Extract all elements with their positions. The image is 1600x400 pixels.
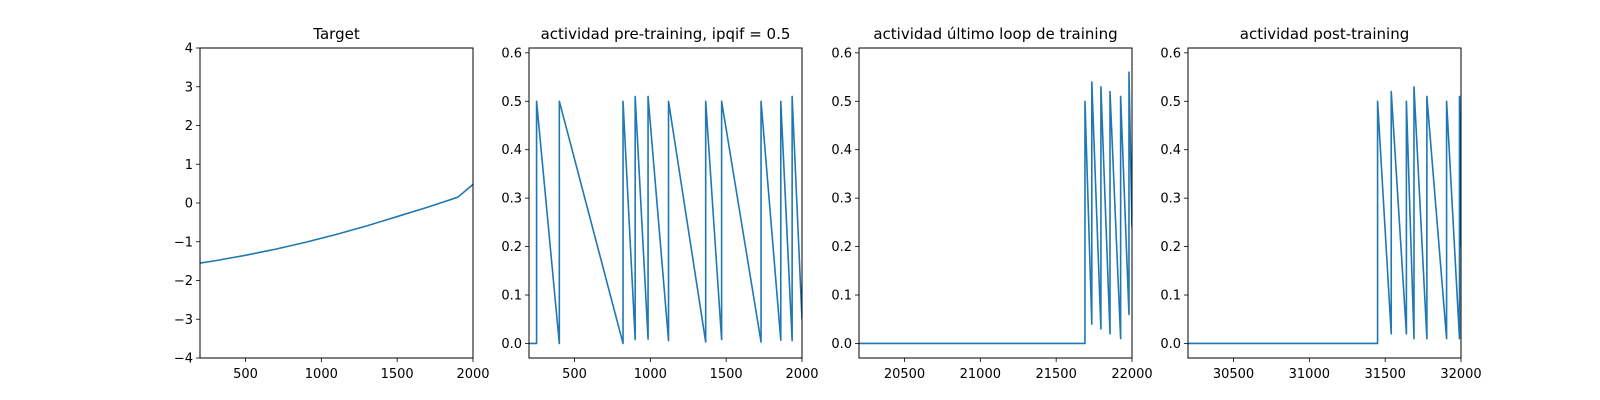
y-tick-label: 0.3 [831, 192, 852, 207]
y-tick-label: 0.1 [501, 289, 522, 304]
y-tick-label: 0.5 [1160, 95, 1181, 110]
series-line-2-1 [529, 95, 802, 345]
x-tick-label: 30500 [1213, 367, 1254, 382]
x-tick-label: 2000 [785, 367, 818, 382]
subplot-title: actividad pre-training, ipqif = 0.5 [541, 25, 791, 43]
y-tick-label: 0.0 [501, 337, 522, 352]
y-tick-label: 3 [185, 80, 193, 95]
y-tick-label: 0.1 [831, 289, 852, 304]
axes-frame [199, 47, 474, 359]
x-tick-label: 500 [562, 367, 587, 382]
y-tick-label: 0.5 [831, 95, 852, 110]
y-tick-label: 0.0 [831, 337, 852, 352]
y-tick-label: 1 [185, 158, 193, 173]
x-tick-label: 1500 [381, 367, 414, 382]
y-tick-label: 0.4 [831, 143, 852, 158]
subplot-title: Target [312, 25, 360, 43]
axes-frame [1187, 47, 1462, 359]
x-tick-label: 500 [233, 367, 258, 382]
y-tick-label: 0.3 [1160, 192, 1181, 207]
y-tick-label: 0.4 [1160, 143, 1181, 158]
y-tick-label: 4 [185, 42, 193, 57]
y-tick-label: −3 [174, 313, 193, 328]
y-tick-label: 0.6 [1160, 46, 1181, 61]
y-tick-label: 0.3 [501, 192, 522, 207]
series-line-3-1 [859, 71, 1132, 345]
y-tick-label: 0.1 [1160, 289, 1181, 304]
y-tick-label: −4 [174, 352, 193, 367]
y-tick-label: 0.2 [501, 240, 522, 255]
x-tick-label: 21500 [1035, 367, 1076, 382]
subplot-4: 30500 31000 31500 32000 0.0 0.1 0.2 0.3 0.4 0.5 0.… [1160, 25, 1481, 382]
y-tick-label: −2 [174, 274, 193, 289]
y-tick-label: 0.6 [501, 46, 522, 61]
y-tick-label: 0 [185, 197, 193, 212]
y-tick-label: 0.6 [831, 46, 852, 61]
y-tick-label: 0.2 [831, 240, 852, 255]
y-tick-label: 2 [185, 119, 193, 134]
y-tick-label: 0.0 [1160, 337, 1181, 352]
subplot-title: actividad post-training [1240, 25, 1409, 43]
x-tick-label: 31000 [1289, 367, 1330, 382]
y-tick-label: −1 [174, 235, 193, 250]
x-tick-label: 1000 [634, 367, 667, 382]
x-tick-label: 1000 [305, 367, 338, 382]
x-tick-label: 31500 [1364, 367, 1405, 382]
x-tick-label: 21000 [960, 367, 1001, 382]
subplot-1: 500 1000 1500 2000 −4 −3 −2 −1 0 1 2 3 4 Target [174, 25, 490, 382]
x-tick-label: 32000 [1440, 367, 1481, 382]
subplot-3: 20500 21000 21500 22000 0.0 0.1 0.2 0.3 0.4 0.5 0.… [831, 25, 1152, 382]
series-line-1-1 [200, 183, 473, 264]
x-tick-label: 20500 [884, 367, 925, 382]
subplot-2: 500 1000 1500 2000 0.0 0.1 0.2 0.3 0.4 0.5 0.6 acti… [501, 25, 818, 382]
axes-frame [858, 47, 1133, 359]
y-tick-label: 0.2 [1160, 240, 1181, 255]
series-line-4-1 [1188, 85, 1461, 345]
y-tick-label: 0.4 [501, 143, 522, 158]
x-tick-label: 22000 [1111, 367, 1152, 382]
axes-frame [528, 47, 803, 359]
x-tick-label: 1500 [710, 367, 743, 382]
subplot-title: actividad último loop de training [873, 25, 1117, 43]
x-tick-label: 2000 [456, 367, 489, 382]
y-tick-label: 0.5 [501, 95, 522, 110]
